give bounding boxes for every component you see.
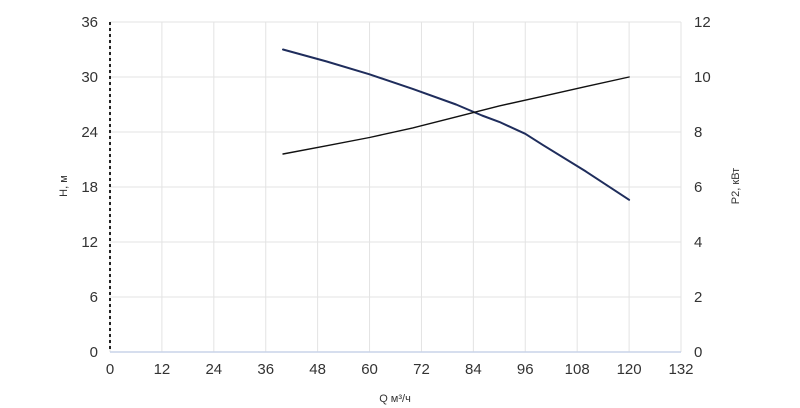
y2-tick-label: 8 xyxy=(694,124,702,141)
x-tick-label: 132 xyxy=(668,361,693,378)
power-curve-line xyxy=(282,76,630,155)
y2-tick-label: 2 xyxy=(694,289,702,306)
y-tick-label: 18 xyxy=(81,179,98,196)
x-tick-label: 24 xyxy=(205,361,222,378)
x-tick-label: 12 xyxy=(154,361,171,378)
axes xyxy=(109,22,681,353)
y2-tick-label: 4 xyxy=(694,234,702,251)
x-tick-label: 72 xyxy=(413,361,430,378)
y-axis-title: H, м xyxy=(58,175,70,197)
x-tick-labels: 0 12 24 36 48 60 72 84 96 108 120 132 xyxy=(106,361,694,378)
y-tick-label: 24 xyxy=(81,124,98,141)
y-tick-label: 30 xyxy=(81,69,98,86)
y2-tick-label: 0 xyxy=(694,344,702,361)
head-curve-line xyxy=(282,48,631,201)
y-tick-label: 0 xyxy=(90,344,98,361)
y-tick-labels: 0 6 12 18 24 30 36 xyxy=(81,14,98,361)
series-lines xyxy=(282,48,631,201)
x-tick-label: 36 xyxy=(257,361,274,378)
y2-tick-labels: 0 2 4 6 8 10 12 xyxy=(694,14,711,361)
x-tick-label: 48 xyxy=(309,361,326,378)
y-tick-label: 6 xyxy=(90,289,98,306)
x-tick-label: 108 xyxy=(565,361,590,378)
x-tick-label: 96 xyxy=(517,361,534,378)
x-tick-label: 120 xyxy=(617,361,642,378)
y2-tick-label: 10 xyxy=(694,69,711,86)
y2-tick-label: 6 xyxy=(694,179,702,196)
y-tick-label: 36 xyxy=(81,14,98,31)
y2-axis-title: P2, кВт xyxy=(730,168,742,204)
y2-tick-label: 12 xyxy=(694,14,711,31)
grid-lines xyxy=(109,21,682,353)
x-tick-label: 0 xyxy=(106,361,114,378)
x-tick-label: 60 xyxy=(361,361,378,378)
x-axis-title: Q м³/ч xyxy=(379,393,411,405)
y-tick-label: 12 xyxy=(81,234,98,251)
x-tick-label: 84 xyxy=(465,361,482,378)
